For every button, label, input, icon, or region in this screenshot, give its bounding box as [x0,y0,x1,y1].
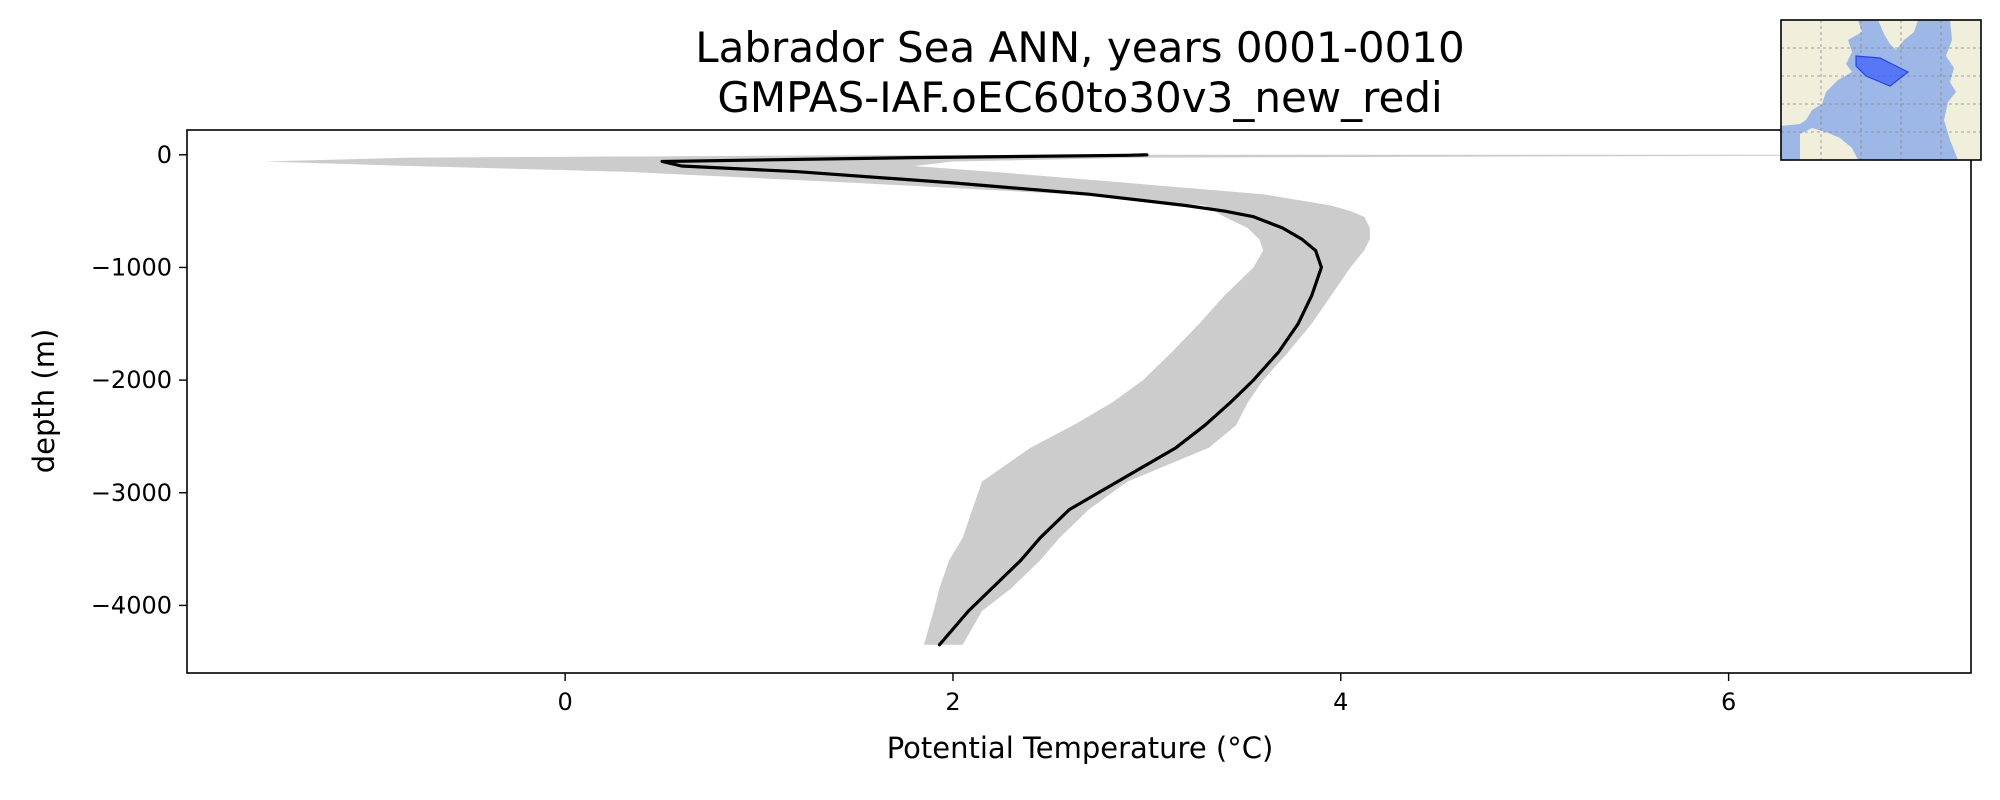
y-tick-label: −4000 [91,591,172,619]
x-tick-label: 2 [945,688,960,716]
y-tick-label: −1000 [91,253,172,281]
plot-frame [186,129,1972,674]
chart-title: Labrador Sea ANN, years 0001-0010 [695,23,1465,72]
line-layer [660,153,1324,647]
mean-line [660,153,1324,647]
x-tick-label: 4 [1333,688,1348,716]
inset-map-land-greenland [1878,20,1918,50]
inset-map [1780,19,1982,161]
y-ticks: 0 −1000 −2000 −3000 −4000 [91,141,187,619]
inset-map-land-north-america [1781,20,1862,126]
y-axis-label: depth (m) [27,329,61,474]
y-tick-label: −2000 [91,366,172,394]
inset-map-land-south-america [1800,128,1858,160]
x-tick-label: 0 [557,688,572,716]
inset-map-land-europe [1944,20,1981,160]
x-axis-label: Potential Temperature (°C) [887,731,1274,765]
band-layer [264,154,1923,645]
chart-subtitle: GMPAS-IAF.oEC60to30v3_new_redi [717,73,1442,122]
y-tick-label: 0 [157,141,172,169]
spread-band [264,154,1923,645]
x-tick-label: 6 [1721,688,1736,716]
inset-map-border [1780,19,1982,161]
inset-map-region [1855,55,1910,87]
y-tick-label: −3000 [91,479,172,507]
x-ticks: 0 2 4 6 [557,673,1736,716]
